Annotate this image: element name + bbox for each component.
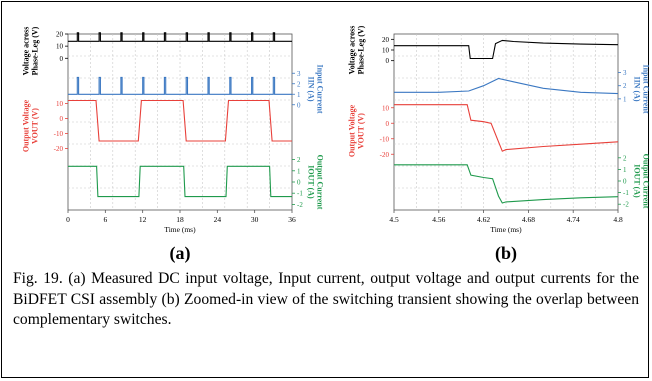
series-2: 10 0 -10 -20 Output Voltage VOUT (V) bbox=[22, 99, 292, 153]
y-axis-label: Output Current bbox=[316, 155, 325, 210]
y-axis-label: Output Current bbox=[642, 154, 651, 209]
y-axis-label: VOUT (V) bbox=[357, 113, 366, 149]
y-tick-label: 2 bbox=[623, 82, 627, 90]
y-tick-label: 0 bbox=[60, 55, 64, 63]
figure-caption: Fig. 19. (a) Measured DC input voltage, … bbox=[13, 270, 639, 328]
y-axis-label: IIN (A) bbox=[307, 76, 316, 101]
y-axis-label: Output Voltage bbox=[348, 104, 357, 157]
y-axis-label-group: Output Voltage VOUT (V) bbox=[22, 99, 40, 152]
y-axis-label: Voltage across bbox=[22, 27, 31, 76]
series-2: 10 0 -10 -20 Output Voltage VOUT (V) bbox=[348, 104, 619, 159]
series-line bbox=[68, 99, 292, 142]
x-tick-label: 4.8 bbox=[613, 215, 623, 224]
y-axis-label: IOUT (A) bbox=[633, 164, 642, 198]
y-axis-label: Phase-Leg (V) bbox=[31, 26, 40, 75]
y-tick-label: -20 bbox=[54, 145, 64, 153]
y-tick-label: -1 bbox=[297, 190, 303, 198]
x-tick-label: 4.68 bbox=[522, 215, 535, 224]
x-tick-label: 0 bbox=[66, 215, 70, 224]
y-tick-label: -2 bbox=[623, 201, 629, 209]
y-tick-label: 0 bbox=[386, 57, 390, 65]
y-tick-label: 0 bbox=[60, 115, 64, 123]
series-line bbox=[68, 165, 292, 198]
y-tick-label: 2 bbox=[297, 80, 301, 88]
y-tick-label: 3 bbox=[623, 69, 627, 77]
y-tick-label: 1 bbox=[623, 166, 627, 174]
x-tick-label: 4.56 bbox=[432, 215, 445, 224]
series-line bbox=[394, 164, 619, 204]
y-axis-label: VOUT (V) bbox=[31, 108, 40, 144]
series-line bbox=[394, 77, 619, 95]
y-axis-label: IOUT (A) bbox=[307, 165, 316, 199]
y-tick-label: 1 bbox=[623, 95, 627, 103]
y-tick-label: 0 bbox=[297, 179, 301, 187]
y-axis-label-group: Voltage across Phase-Leg (V) bbox=[22, 26, 40, 75]
x-tick-label: 4.5 bbox=[389, 215, 399, 224]
y-axis-label: Output Voltage bbox=[22, 99, 31, 152]
y-tick-label: 2 bbox=[623, 154, 627, 162]
y-tick-label: 1 bbox=[297, 167, 301, 175]
series-line bbox=[68, 32, 292, 42]
y-tick-label: -2 bbox=[297, 201, 303, 209]
series-line bbox=[394, 39, 619, 60]
x-tick-label: 4.62 bbox=[477, 215, 490, 224]
x-tick-label: 36 bbox=[288, 215, 296, 224]
y-tick-label: 0 bbox=[386, 120, 390, 128]
y-tick-label: 20 bbox=[56, 31, 64, 39]
y-axis-label: IIN (A) bbox=[633, 76, 642, 101]
y-tick-label: 3 bbox=[297, 70, 301, 78]
x-tick-label: 4.74 bbox=[567, 215, 580, 224]
y-tick-label: -20 bbox=[380, 151, 390, 159]
y-axis-label: Input Current bbox=[316, 65, 325, 114]
y-tick-label: -1 bbox=[623, 189, 629, 197]
panel-label: (b) bbox=[495, 243, 517, 264]
y-tick-label: 20 bbox=[382, 36, 390, 44]
series-line bbox=[68, 76, 292, 95]
x-tick-label: 30 bbox=[251, 215, 259, 224]
y-tick-label: 10 bbox=[56, 43, 64, 51]
y-axis-label-group: Output Voltage VOUT (V) bbox=[348, 104, 366, 157]
x-axis-label: Time (ms) bbox=[164, 225, 196, 234]
y-tick-label: 0 bbox=[623, 178, 627, 186]
x-axis-label: Time (ms) bbox=[490, 225, 522, 234]
x-tick-label: 6 bbox=[103, 215, 107, 224]
x-tick-label: 24 bbox=[214, 215, 222, 224]
series-0: 20 10 0 Voltage across Phase-Leg (V) bbox=[22, 26, 292, 75]
series-0: 20 10 0 Voltage across Phase-Leg (V) bbox=[348, 25, 619, 74]
y-axis-label-group: Voltage across Phase-Leg (V) bbox=[348, 25, 366, 74]
panel-label: (a) bbox=[170, 243, 191, 264]
y-tick-label: 10 bbox=[56, 100, 64, 108]
x-tick-label: 18 bbox=[176, 215, 184, 224]
y-tick-label: 2 bbox=[297, 156, 301, 164]
y-axis-label: Input Current bbox=[642, 65, 651, 114]
y-tick-label: 0 bbox=[297, 101, 301, 109]
y-tick-label: -10 bbox=[380, 135, 390, 143]
x-tick-label: 12 bbox=[139, 215, 147, 224]
y-tick-label: 1 bbox=[297, 91, 301, 99]
y-tick-label: 10 bbox=[382, 104, 390, 112]
y-axis-label: Phase-Leg (V) bbox=[357, 25, 366, 74]
y-tick-label: 10 bbox=[382, 47, 390, 55]
y-axis-label: Voltage across bbox=[348, 26, 357, 75]
y-tick-label: -10 bbox=[54, 130, 64, 138]
series-line bbox=[394, 104, 619, 152]
